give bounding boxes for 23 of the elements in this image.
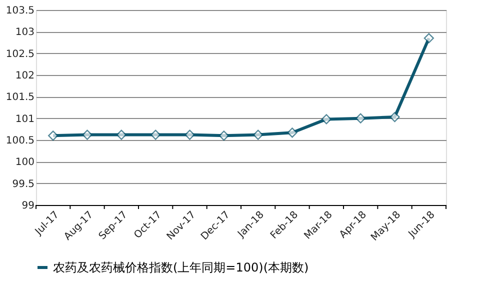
point xyxy=(253,130,264,140)
y-tick-label: 100 xyxy=(15,157,34,168)
y-tick-label: 102 xyxy=(15,70,34,82)
point xyxy=(218,130,229,141)
legend-label: 农药及农药械价格指数(上年同期=100)(本期数) xyxy=(53,260,309,274)
point xyxy=(356,113,366,124)
point xyxy=(116,130,126,140)
point xyxy=(287,128,298,138)
y-tick-label: 103.5 xyxy=(6,6,34,16)
y-tick-label: 99.5 xyxy=(12,178,34,190)
point xyxy=(321,114,332,124)
point xyxy=(82,130,92,140)
y-tick-label: 99 xyxy=(22,200,34,212)
y-tick-label: 101.5 xyxy=(6,92,34,104)
point xyxy=(184,130,195,140)
y-tick-label: 103 xyxy=(15,27,34,38)
point xyxy=(48,130,58,141)
y-tick-label: 101 xyxy=(15,114,34,125)
point xyxy=(390,112,400,122)
y-tick-label: 100.5 xyxy=(6,136,34,146)
point xyxy=(150,130,161,140)
point xyxy=(424,33,434,44)
y-tick-label: 102.5 xyxy=(6,48,34,60)
